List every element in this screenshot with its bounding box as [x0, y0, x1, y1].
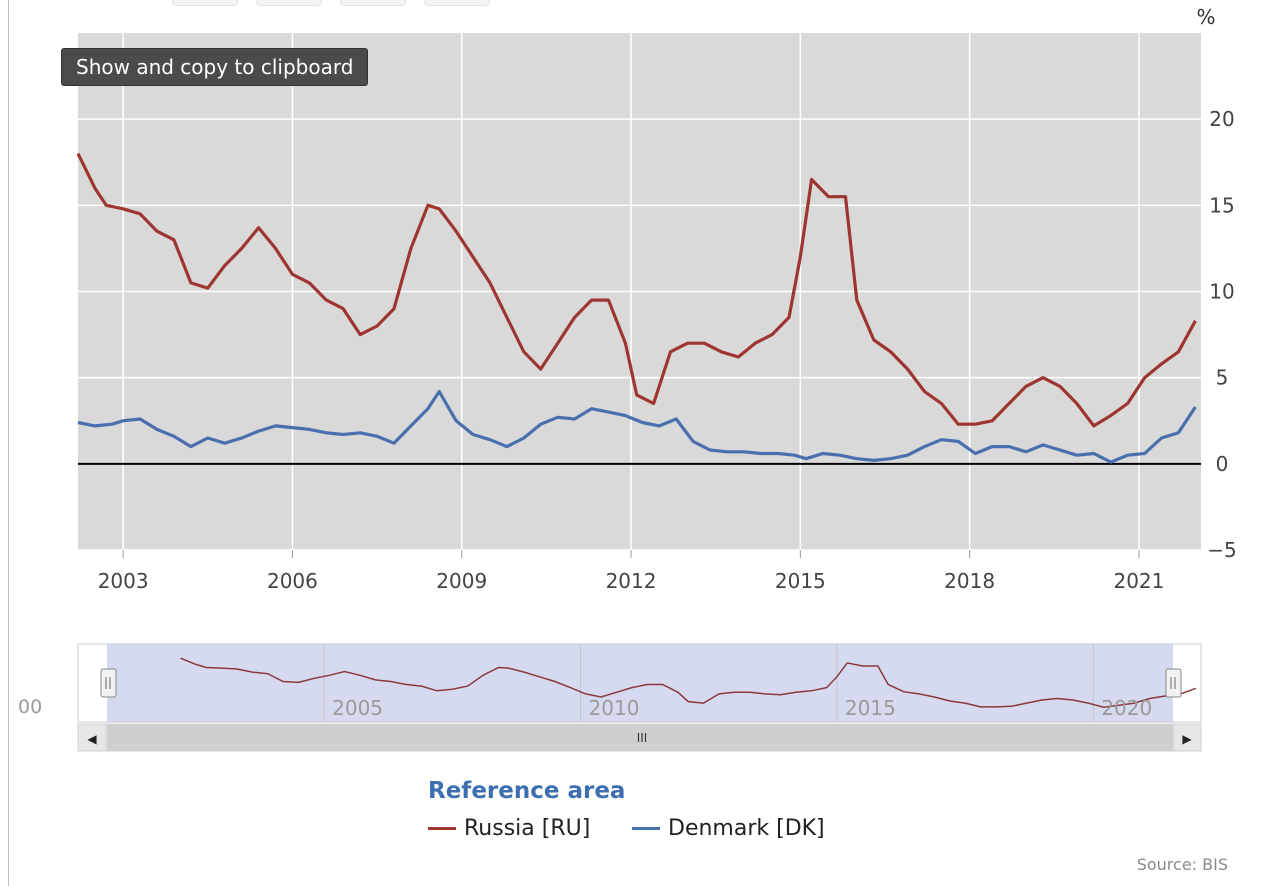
x-tick-label: 2003	[98, 569, 149, 593]
navigator-handle-left[interactable]	[100, 668, 117, 698]
scroll-left-arrow-icon: ◀	[87, 732, 97, 746]
legend-swatch-denmark	[632, 827, 660, 830]
navigator-tick-label: 2010	[589, 696, 640, 720]
x-tick-label: 2015	[775, 569, 826, 593]
navigator-tick-label: 2020	[1101, 696, 1152, 720]
y-tick-label: 15	[1209, 193, 1234, 217]
scrollbar-grip-icon: III	[637, 731, 648, 745]
legend-title: Reference area	[428, 778, 626, 804]
navigator-tick-label: 2015	[845, 696, 896, 720]
range-button[interactable]	[340, 0, 406, 6]
series-line-denmark	[77, 389, 1197, 464]
left-panel-border	[0, 0, 9, 886]
scroll-right-arrow-icon: ▶	[1182, 732, 1192, 746]
x-tick-label: 2006	[267, 569, 318, 593]
x-tick-label: 2012	[606, 569, 657, 593]
legend-item-russia[interactable]: Russia [RU]	[428, 816, 590, 841]
source-note: Source: BIS	[1136, 855, 1228, 874]
legend-label-russia: Russia [RU]	[464, 816, 591, 841]
navigator-left-label: 00	[18, 696, 43, 718]
series-line-russia	[76, 152, 1197, 428]
range-button[interactable]	[424, 0, 490, 6]
y-tick-label: 0	[1216, 452, 1229, 476]
legend-label-denmark: Denmark [DK]	[668, 816, 825, 841]
scroll-left-button[interactable]	[77, 723, 107, 752]
scroll-right-button[interactable]	[1172, 723, 1202, 752]
y-axis-unit: %	[1196, 5, 1215, 29]
legend-swatch-russia	[428, 827, 456, 830]
navigator-handle-right[interactable]	[1165, 668, 1182, 698]
navigator-selection[interactable]	[107, 644, 1173, 722]
clipboard-tooltip: Show and copy to clipboard	[61, 48, 369, 86]
y-tick-label: 10	[1209, 280, 1234, 304]
x-tick-label: 2009	[436, 569, 487, 593]
y-tick-label: 20	[1209, 107, 1234, 131]
x-tick-label: 2021	[1113, 569, 1164, 593]
range-button[interactable]	[256, 0, 322, 6]
legend-item-denmark[interactable]: Denmark [DK]	[632, 816, 825, 841]
scrollbar-thumb[interactable]	[107, 724, 1173, 751]
y-tick-label: −5	[1207, 538, 1236, 562]
x-tick-label: 2018	[944, 569, 995, 593]
y-tick-label: 5	[1216, 366, 1229, 390]
range-button[interactable]	[172, 0, 238, 6]
navigator-tick-label: 2005	[332, 696, 383, 720]
navigator-series-line	[180, 657, 1197, 708]
